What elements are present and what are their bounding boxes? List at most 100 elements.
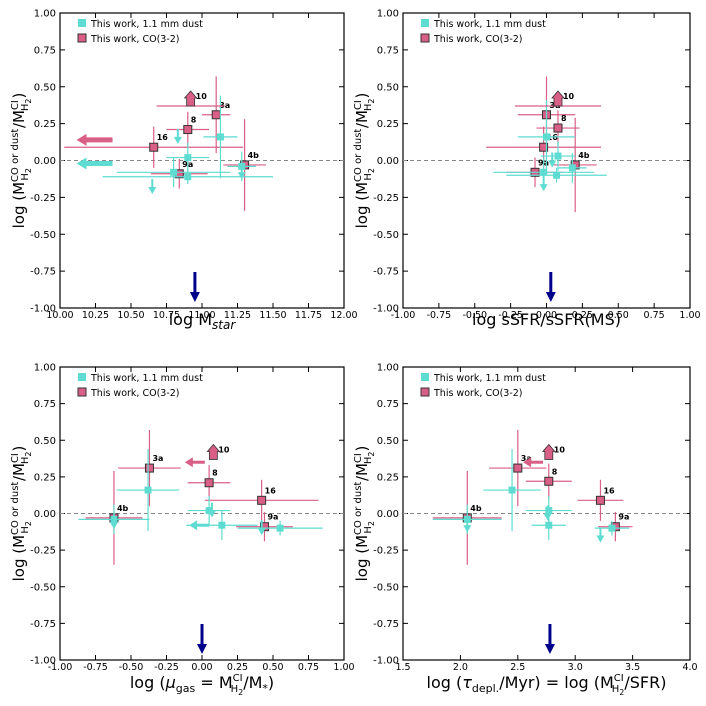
legend-co-marker — [77, 387, 87, 397]
marker-arrow-head — [544, 644, 555, 654]
x-tick-label: 4.0 — [682, 662, 697, 673]
upper-limit-arrow — [541, 443, 556, 460]
y-tick-label: -0.75 — [30, 267, 56, 278]
legend-dust-label: This work, 1.1 mm dust — [433, 373, 546, 384]
x-tick-label: 1.00 — [333, 662, 354, 673]
point-label: 8 — [212, 469, 218, 478]
y-tick-label: 1.00 — [377, 363, 399, 374]
point-label: 4b — [578, 151, 590, 160]
upper-limit-arrow — [206, 443, 221, 460]
data-point — [276, 524, 284, 532]
chart-panel-3: -1.00 -0.75 -0.50 -0.25 0.00 0.25 0.50 0.75 1.00… — [10, 363, 355, 698]
point-label: 3a — [219, 101, 230, 110]
y-axis-label: log (MCO or dustH2/MCIH2) — [353, 93, 376, 229]
y-tick-label: -0.50 — [30, 230, 56, 241]
lower-limit-head — [548, 160, 557, 168]
legend: This work, 1.1 mm dust This work, CO(3-2) — [420, 373, 546, 399]
x-axis-label: log Mstar — [169, 310, 237, 332]
limit-arrow — [189, 520, 210, 531]
x-tick-label: 11.50 — [259, 310, 286, 321]
y-tick-label: 0.00 — [377, 156, 399, 167]
y-tick-label: 0.50 — [34, 82, 56, 93]
data-point — [149, 142, 159, 152]
y-tick-label: 0.50 — [34, 436, 56, 447]
data-point — [259, 522, 269, 532]
point-label: 4b — [248, 151, 260, 160]
y-tick-label: 0.00 — [377, 509, 399, 520]
left-limit-head — [76, 157, 87, 170]
x-axis-label: log (τdepl./Myr) = log (MCI H2/SFR) — [427, 673, 667, 697]
x-tick-label: 11.75 — [295, 310, 322, 321]
legend-dust-marker — [421, 19, 429, 27]
legend-dust-label: This work, 1.1 mm dust — [90, 373, 203, 384]
chart-panel-2: -1.00 -0.75 -0.50 -0.25 0.00 0.25 0.50 0.75 1.00… — [353, 9, 701, 330]
x-tick-label: -0.25 — [498, 310, 523, 321]
point-label: 3a — [521, 454, 532, 463]
x-tick-label: -0.25 — [154, 662, 179, 673]
series-co: 3a 8 16 9a 4b — [432, 429, 633, 565]
marker-arrow-head — [197, 644, 207, 654]
point-label: 8 — [561, 114, 567, 123]
limit-arrow — [539, 176, 548, 192]
upper-limit-arrow — [183, 90, 198, 107]
left-limit-head — [523, 457, 532, 468]
data-point — [608, 524, 616, 532]
limit-arrow: 10 — [206, 443, 230, 460]
limit-arrow — [173, 128, 182, 144]
data-point — [554, 152, 562, 160]
point-label: 16 — [157, 133, 169, 142]
chart-panel-1: 10.00 10.25 10.50 10.75 11.00 11.25 11.50 11.75… — [10, 9, 358, 333]
data-point — [144, 463, 154, 473]
x-tick-label: 0.25 — [227, 662, 248, 673]
y-tick-label: -0.75 — [373, 267, 399, 278]
y-tick-label: 0.00 — [34, 156, 56, 167]
point-label: 9a — [618, 513, 629, 522]
x-tick-label: 0.50 — [608, 310, 629, 321]
limit-arrow — [76, 133, 113, 146]
y-axis-label: log (MCO or dustH2/MCIH2) — [10, 93, 33, 229]
y-tick-label: 0.75 — [34, 45, 56, 56]
data-point — [513, 463, 523, 473]
x-tick-label: 2.0 — [453, 662, 468, 673]
limit-arrow — [596, 527, 605, 543]
y-tick-label: 0.25 — [377, 472, 399, 483]
x-tick-label: -0.75 — [427, 310, 452, 321]
y-tick-label: 0.25 — [377, 119, 399, 130]
y-tick-label: -0.25 — [373, 546, 399, 557]
y-tick-label: -0.25 — [30, 193, 56, 204]
x-tick-label: 0.25 — [572, 310, 593, 321]
data-point — [568, 164, 576, 172]
legend-co-marker — [420, 387, 430, 397]
data-point — [543, 133, 550, 141]
point-label: 16 — [547, 133, 559, 142]
x-axis-label: log (μgas = MCI H2/M*) — [130, 673, 274, 697]
x-tick-label: 3.0 — [568, 662, 583, 673]
lower-limit-head — [463, 525, 472, 533]
y-tick-label: -0.50 — [30, 582, 56, 593]
data-point — [553, 171, 561, 179]
data-point — [170, 168, 178, 176]
x-tick-label: 10.00 — [46, 310, 73, 321]
x-tick-label: 10.50 — [117, 310, 144, 321]
data-point — [216, 133, 224, 141]
data-point — [183, 125, 193, 135]
limit-arrow — [463, 517, 472, 533]
y-tick-label: -1.00 — [30, 304, 56, 315]
y-axis-label: log (MCO or dustH2/MCIH2) — [353, 446, 376, 582]
lower-limit-head — [109, 522, 118, 530]
data-point — [211, 110, 221, 120]
y-tick-label: 1.00 — [377, 9, 399, 20]
y-tick-label: -0.50 — [373, 230, 399, 241]
legend: This work, 1.1 mm dust This work, CO(3-2) — [77, 373, 203, 399]
legend-dust-label: This work, 1.1 mm dust — [90, 19, 203, 30]
limit-arrow — [548, 152, 557, 168]
series-dust — [493, 100, 607, 188]
point-label: 16 — [603, 486, 615, 495]
x-tick-label: 1.00 — [679, 310, 700, 321]
data-point — [184, 173, 192, 181]
data-point — [218, 521, 226, 529]
chart-panel-4: 1.5 2.0 2.5 3.0 3.5 4.0 1.00 0.75 0.50 0.25 0.00 -0… — [353, 363, 698, 698]
y-tick-label: -0.75 — [373, 619, 399, 630]
data-point — [544, 476, 554, 486]
